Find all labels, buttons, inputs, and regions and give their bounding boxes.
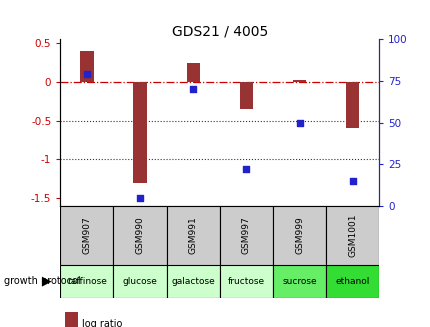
Bar <box>80 51 93 82</box>
Text: log ratio: log ratio <box>82 319 122 327</box>
Text: sucrose: sucrose <box>282 277 316 286</box>
Bar <box>272 206 326 265</box>
Text: GSM990: GSM990 <box>135 216 144 254</box>
Bar <box>345 82 359 129</box>
Bar <box>113 265 166 298</box>
Point <box>295 120 302 125</box>
Text: GSM907: GSM907 <box>82 216 91 254</box>
Text: GSM999: GSM999 <box>295 216 303 254</box>
Bar <box>326 206 378 265</box>
Bar <box>219 206 272 265</box>
Text: raffinose: raffinose <box>67 277 107 286</box>
Bar <box>60 206 113 265</box>
Bar <box>166 265 219 298</box>
Text: fructose: fructose <box>227 277 264 286</box>
Text: ▶: ▶ <box>42 275 52 288</box>
Text: galactose: galactose <box>171 277 215 286</box>
Text: GSM1001: GSM1001 <box>347 214 356 257</box>
Bar <box>272 265 326 298</box>
Point <box>243 167 249 172</box>
Point <box>189 87 196 92</box>
Bar <box>186 62 200 82</box>
Point <box>136 195 143 200</box>
Bar <box>219 265 272 298</box>
Point <box>83 72 90 77</box>
Bar <box>133 82 146 183</box>
Text: GSM991: GSM991 <box>188 216 197 254</box>
Point <box>348 179 355 184</box>
Text: glucose: glucose <box>123 277 157 286</box>
Bar <box>326 265 378 298</box>
Text: ethanol: ethanol <box>335 277 369 286</box>
Text: GSM997: GSM997 <box>241 216 250 254</box>
Bar <box>166 206 219 265</box>
Bar <box>239 82 252 109</box>
Bar <box>60 265 113 298</box>
Bar <box>292 80 305 82</box>
Bar <box>113 206 166 265</box>
Title: GDS21 / 4005: GDS21 / 4005 <box>171 24 267 38</box>
Text: growth protocol: growth protocol <box>4 276 81 286</box>
